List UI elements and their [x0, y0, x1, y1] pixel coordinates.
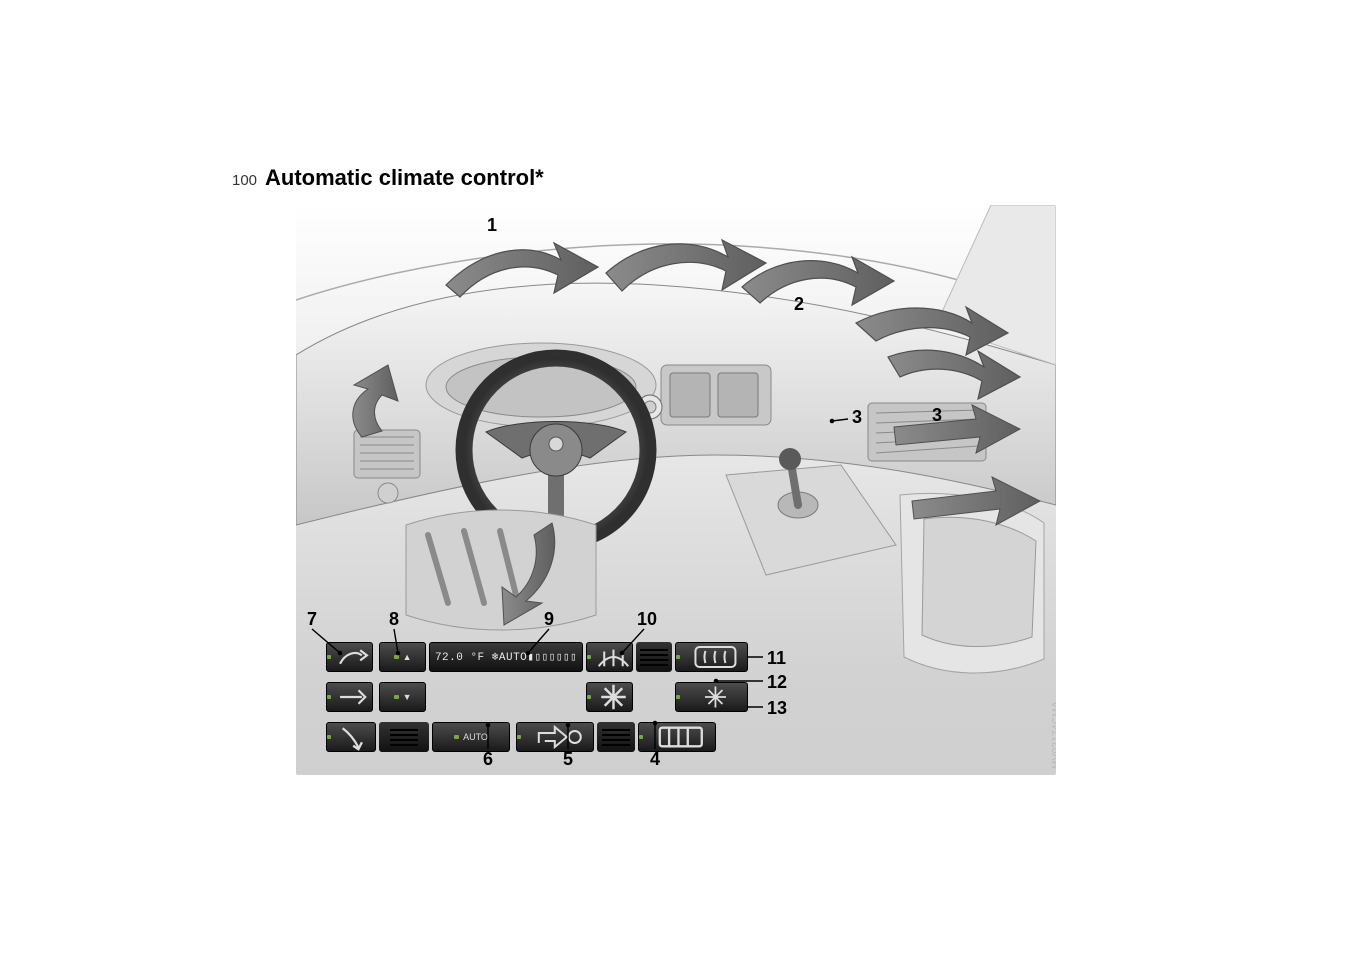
- callout-13: 13: [767, 698, 787, 719]
- callout-12: 12: [767, 672, 787, 693]
- temp-up-button: ▲: [379, 642, 426, 672]
- off-button: [638, 722, 716, 752]
- climate-panel: ▲ 72.0 °F ❄AUTO▮▯▯▯▯▯▯ ▼: [323, 637, 751, 757]
- air-dist-foot-button: [326, 722, 376, 752]
- air-dist-mid-button: [326, 682, 373, 712]
- air-to-body-icon: [335, 683, 372, 711]
- rear-defrost-button: [675, 642, 748, 672]
- air-to-foot-icon: [335, 723, 375, 751]
- vent-slot-right: [597, 722, 635, 752]
- temperature-display: 72.0 °F ❄AUTO▮▯▯▯▯▯▯: [429, 642, 583, 672]
- fan-off-icon: [647, 723, 715, 751]
- page-number: 100: [232, 172, 257, 189]
- climate-control-figure: 1 2 3 3 7 8 9 10 11 12 13 6 5 4 ▲ 72.0 °…: [296, 205, 1056, 775]
- recirculation-button: [516, 722, 594, 752]
- defrost-icon: [595, 643, 632, 671]
- ac-button: [675, 682, 748, 712]
- air-to-face-icon: [335, 643, 372, 671]
- auto-label: AUTO: [463, 732, 488, 742]
- callout-8: 8: [389, 609, 399, 630]
- vent-slot-left: [379, 722, 429, 752]
- manual-page: 100 Automatic climate control*: [0, 0, 1351, 954]
- callout-9: 9: [544, 609, 554, 630]
- callout-7: 7: [307, 609, 317, 630]
- snowflake-icon: [684, 683, 747, 711]
- callout-2: 2: [794, 294, 804, 315]
- max-ac-button: [586, 682, 633, 712]
- vent-slot: [636, 642, 672, 672]
- recirculation-icon: [525, 723, 593, 751]
- callout-3a: 3: [852, 407, 862, 428]
- defrost-button: [586, 642, 633, 672]
- callout-10: 10: [637, 609, 657, 630]
- rear-defrost-icon: [684, 643, 747, 671]
- callout-11: 11: [767, 648, 786, 669]
- callout-1: 1: [487, 215, 497, 236]
- auto-button: AUTO: [432, 722, 510, 752]
- page-title: Automatic climate control*: [265, 165, 544, 191]
- snowflake-bold-icon: [595, 683, 632, 711]
- image-code-watermark: MV02174CMA: [1051, 701, 1056, 769]
- callout-3b: 3: [932, 405, 942, 426]
- page-header: 100 Automatic climate control*: [232, 165, 544, 191]
- air-dist-upper-button: [326, 642, 373, 672]
- temp-down-button: ▼: [379, 682, 426, 712]
